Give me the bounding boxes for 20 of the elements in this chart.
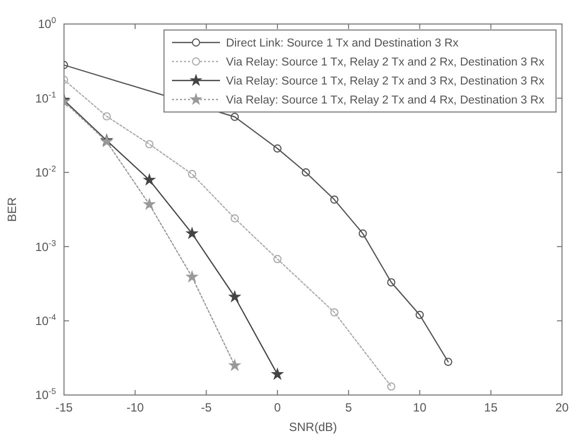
legend-label: Via Relay: Source 1 Tx, Relay 2 Tx and 3 Rx, Destination 3 Rx bbox=[226, 76, 545, 88]
y-tick-label: 10$^{-3}$ bbox=[35, 238, 56, 254]
y-tick-label: 10$^{-5}$ bbox=[35, 386, 56, 402]
x-tick-label: -10 bbox=[126, 400, 144, 415]
legend-label: Via Relay: Source 1 Tx, Relay 2 Tx and 4 Rx, Destination 3 Rx bbox=[226, 94, 545, 107]
y-tick-label: 10$^{-4}$ bbox=[35, 312, 56, 328]
y-tick-label: 10$^{-1}$ bbox=[35, 89, 56, 106]
x-tick-label: 15 bbox=[484, 400, 498, 415]
y-tick-label: 10$^{0}$ bbox=[38, 15, 56, 32]
y-axis-title: BER bbox=[5, 196, 19, 222]
legend-label: Via Relay: Source 1 Tx, Relay 2 Tx and 2 Rx, Destination 3 Rx bbox=[226, 56, 545, 69]
x-axis-title: SNR(dB) bbox=[288, 420, 338, 434]
legend-label: Direct Link: Source 1 Tx and Destination 3 Rx bbox=[226, 38, 459, 50]
y-tick-label: 10$^{-2}$ bbox=[35, 164, 56, 180]
x-tick-label: 10 bbox=[413, 400, 427, 415]
x-tick-label: 0 bbox=[274, 400, 282, 415]
x-tick-label: 20 bbox=[555, 400, 569, 415]
x-tick-label: 5 bbox=[345, 400, 352, 415]
x-tick-label: -5 bbox=[200, 400, 212, 415]
x-tick-label: -15 bbox=[55, 400, 73, 415]
